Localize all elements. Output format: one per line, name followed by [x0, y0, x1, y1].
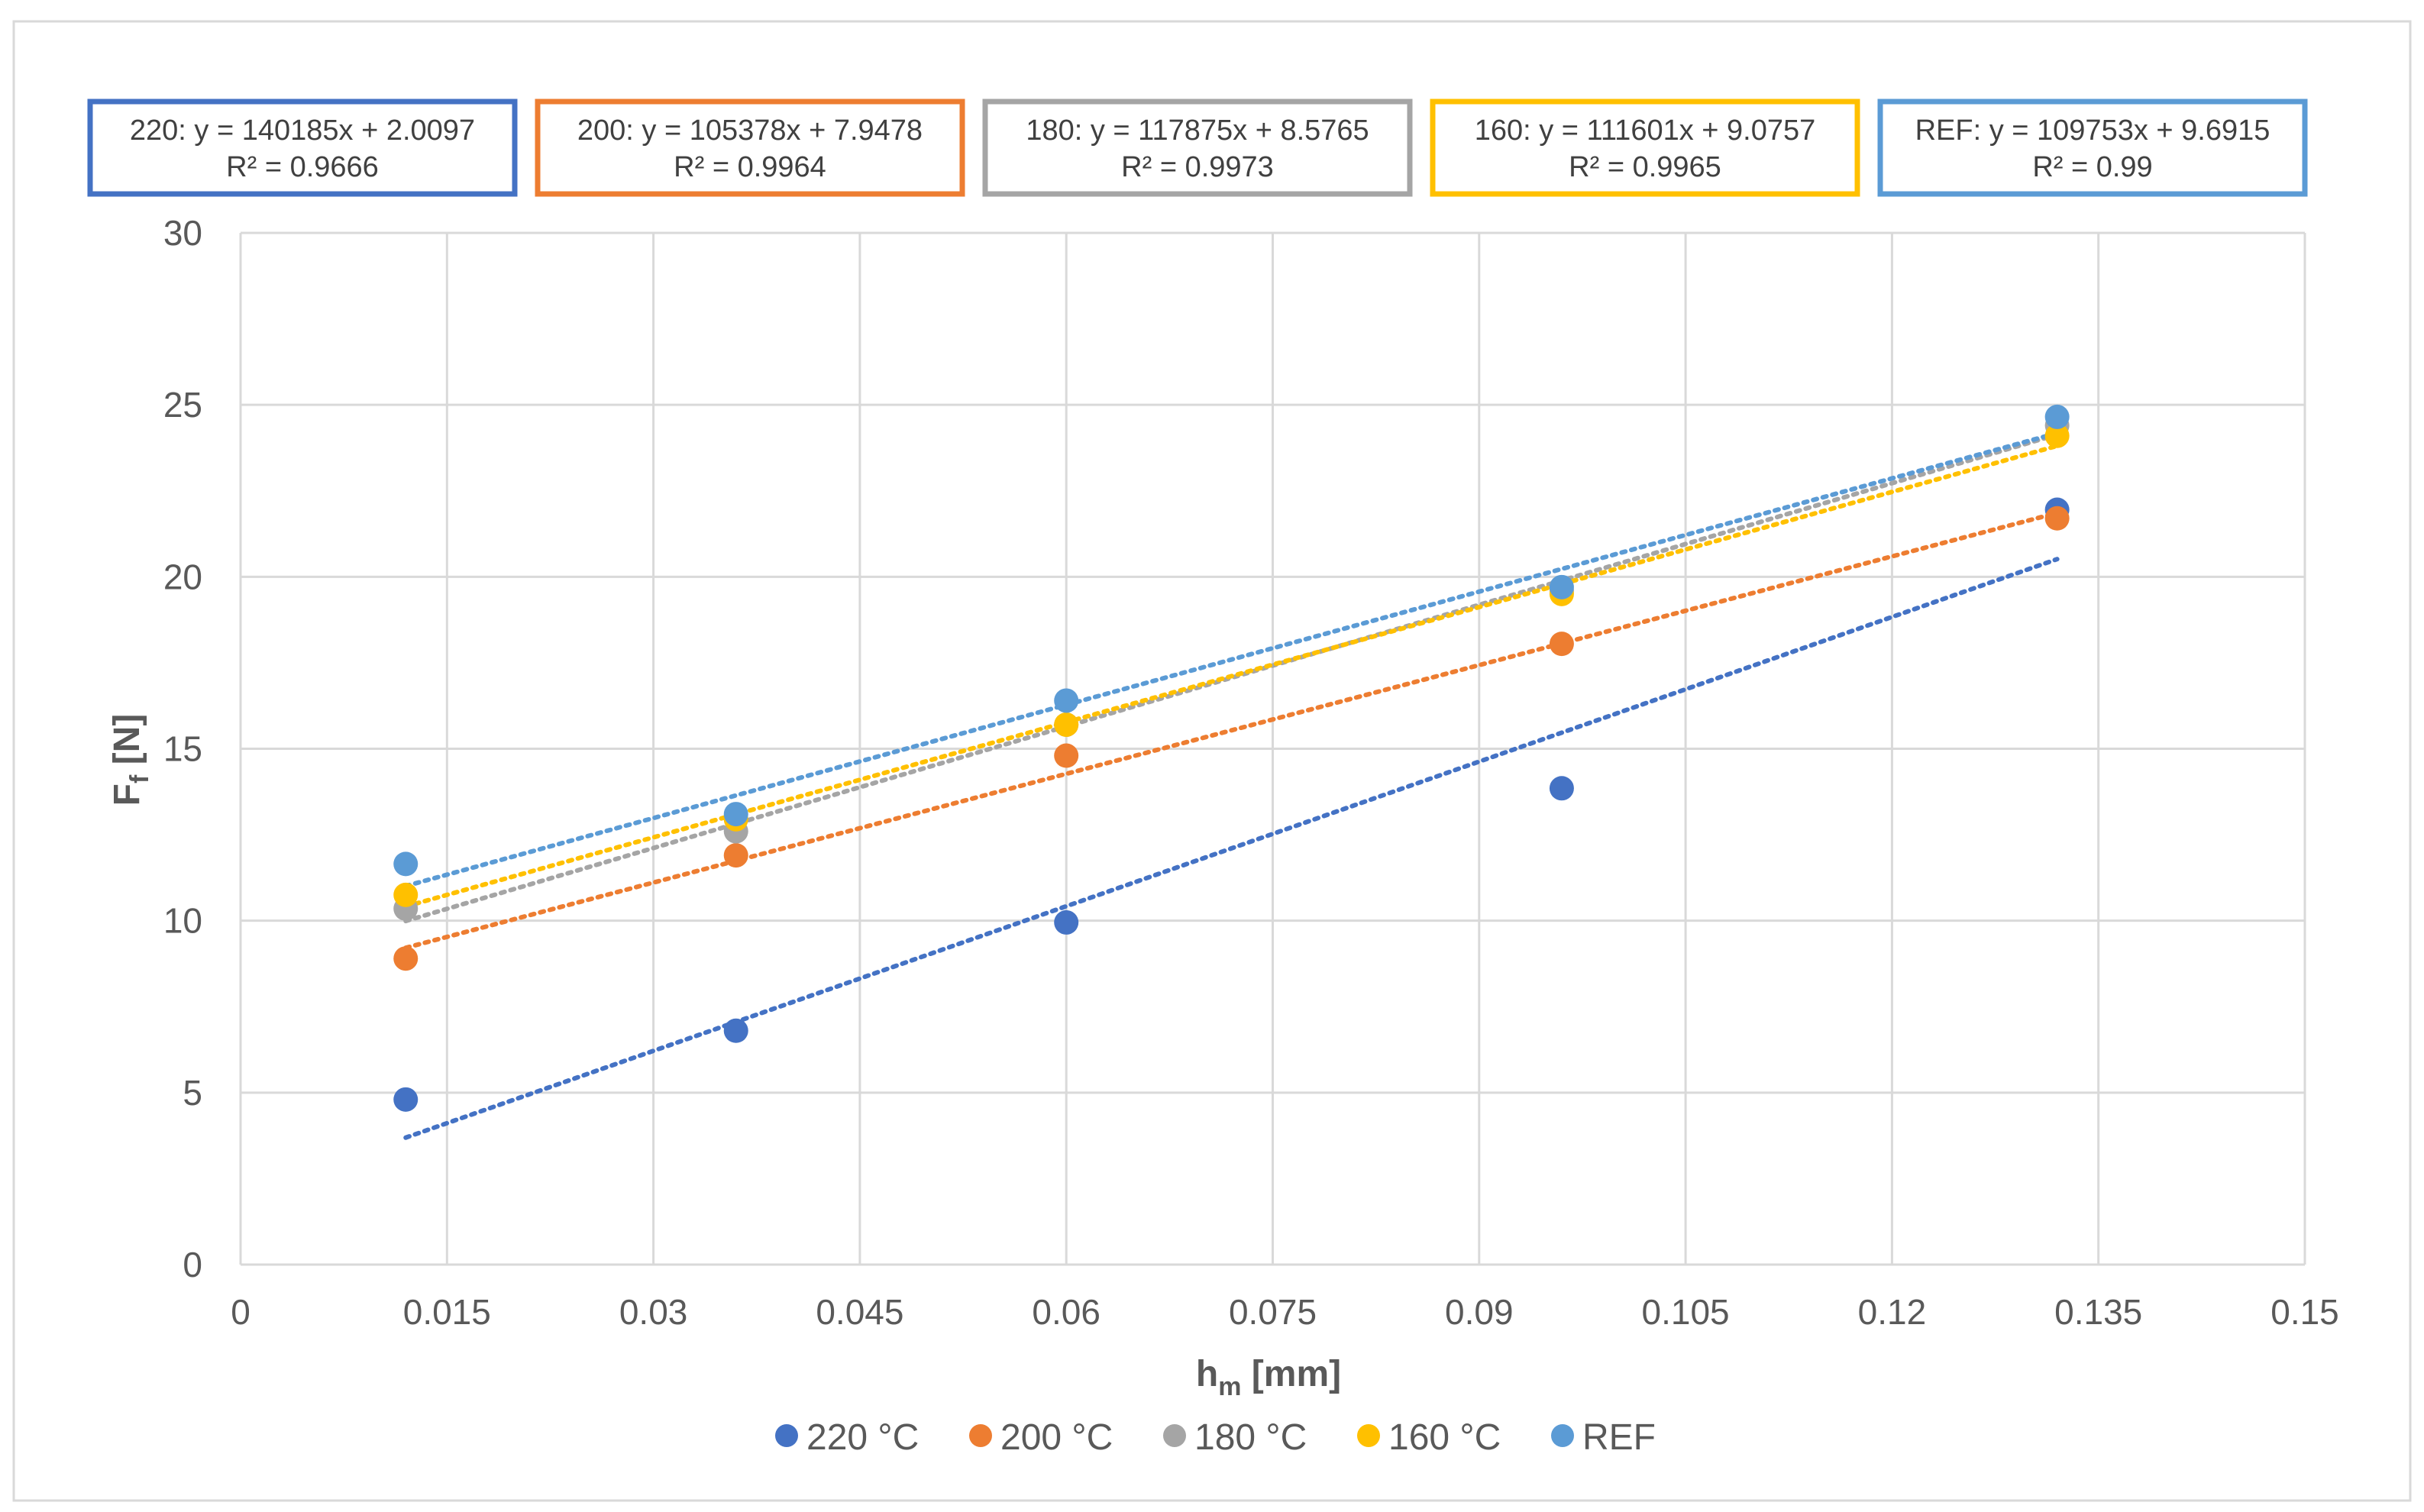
y-tick-label: 25 — [163, 385, 202, 425]
trendline — [403, 443, 2060, 909]
x-tick-label: 0.12 — [1858, 1292, 1927, 1332]
data-point — [1054, 909, 1079, 935]
equation-text: 220: y = 140185x + 2.0097 — [130, 115, 475, 147]
y-tick-label: 10 — [163, 901, 202, 941]
legend-marker — [969, 1424, 992, 1447]
trendline — [403, 432, 2060, 924]
x-tick-label: 0.03 — [619, 1292, 688, 1332]
legend-label: 160 °C — [1388, 1417, 1501, 1458]
equation-box — [1877, 99, 2308, 197]
equation-box — [1430, 99, 1860, 197]
legend-label: 200 °C — [1000, 1417, 1113, 1458]
gridlines — [239, 231, 2306, 1266]
y-tick-label: 15 — [163, 729, 202, 769]
data-point — [723, 802, 748, 827]
equation-box — [982, 99, 1413, 197]
data-point — [2044, 423, 2070, 448]
r-squared-text: R² = 0.9965 — [1569, 151, 1721, 183]
equation-box — [535, 99, 965, 197]
equation-box — [87, 99, 518, 197]
data-point — [1549, 632, 1574, 657]
x-tick-label: 0.09 — [1445, 1292, 1514, 1332]
y-tick-label: 30 — [163, 213, 202, 253]
x-tick-label: 0 — [231, 1292, 250, 1332]
r-squared-text: R² = 0.99 — [2032, 151, 2152, 183]
legend-label: 180 °C — [1194, 1417, 1307, 1458]
r-squared-text: R² = 0.9666 — [226, 151, 379, 183]
y-tick-label: 5 — [183, 1073, 202, 1113]
trendline — [403, 510, 2060, 951]
x-axis-title: hm [mm] — [1196, 1354, 1341, 1401]
trendlines — [403, 431, 2060, 1140]
data-point — [1549, 776, 1574, 801]
data-point — [1054, 688, 1079, 713]
data-point — [1549, 574, 1574, 599]
equation-text: 180: y = 117875x + 8.5765 — [1026, 115, 1369, 147]
legend-marker — [1357, 1424, 1380, 1447]
trendline — [403, 431, 2060, 889]
y-tick-label: 0 — [183, 1245, 202, 1284]
equation-text: 200: y = 105378x + 7.9478 — [577, 115, 923, 147]
chart-border — [12, 20, 2412, 1502]
legend: 220 °C 200 °C 180 °C 160 °C REF — [775, 1417, 1656, 1458]
y-axis-title: Ff [N] — [107, 714, 154, 806]
x-tick-label: 0.15 — [2270, 1292, 2339, 1332]
data-point — [393, 946, 419, 971]
equation-text: 160: y = 111601x + 9.0757 — [1475, 115, 1816, 147]
data-point — [723, 843, 748, 868]
legend-marker — [1551, 1424, 1574, 1447]
legend-marker — [775, 1424, 798, 1447]
data-point — [2044, 404, 2070, 429]
legend-label: 220 °C — [806, 1417, 919, 1458]
legend-label: REF — [1582, 1417, 1656, 1458]
tick-labels: 0 5 10 15 20 25 30 0 0.015 0.03 0.045 0.06 0.075 0.09… — [163, 213, 2339, 1332]
trendline — [403, 557, 2060, 1140]
equation-text: REF: y = 109753x + 9.6915 — [1915, 115, 2270, 147]
r-squared-text: R² = 0.9964 — [674, 151, 826, 183]
data-point — [1054, 743, 1079, 768]
legend-marker — [1163, 1424, 1186, 1447]
data-points — [393, 404, 2070, 1112]
x-tick-label: 0.015 — [403, 1292, 491, 1332]
x-tick-label: 0.06 — [1032, 1292, 1100, 1332]
data-point — [393, 882, 419, 907]
x-tick-label: 0.105 — [1642, 1292, 1730, 1332]
data-point — [2044, 506, 2070, 531]
x-tick-label: 0.075 — [1229, 1292, 1317, 1332]
data-point — [393, 1087, 419, 1112]
y-tick-label: 20 — [163, 557, 202, 596]
data-point — [393, 851, 419, 877]
x-tick-label: 0.135 — [2054, 1292, 2142, 1332]
r-squared-text: R² = 0.9973 — [1121, 151, 1274, 183]
data-point — [1054, 712, 1079, 737]
trendline-equations: 220: y = 140185x + 2.0097 R² = 0.9666 200:… — [87, 99, 2308, 197]
data-point — [723, 1018, 748, 1043]
x-tick-label: 0.045 — [816, 1292, 903, 1332]
axis-titles: hm [mm] Ff [N] — [107, 714, 1341, 1401]
